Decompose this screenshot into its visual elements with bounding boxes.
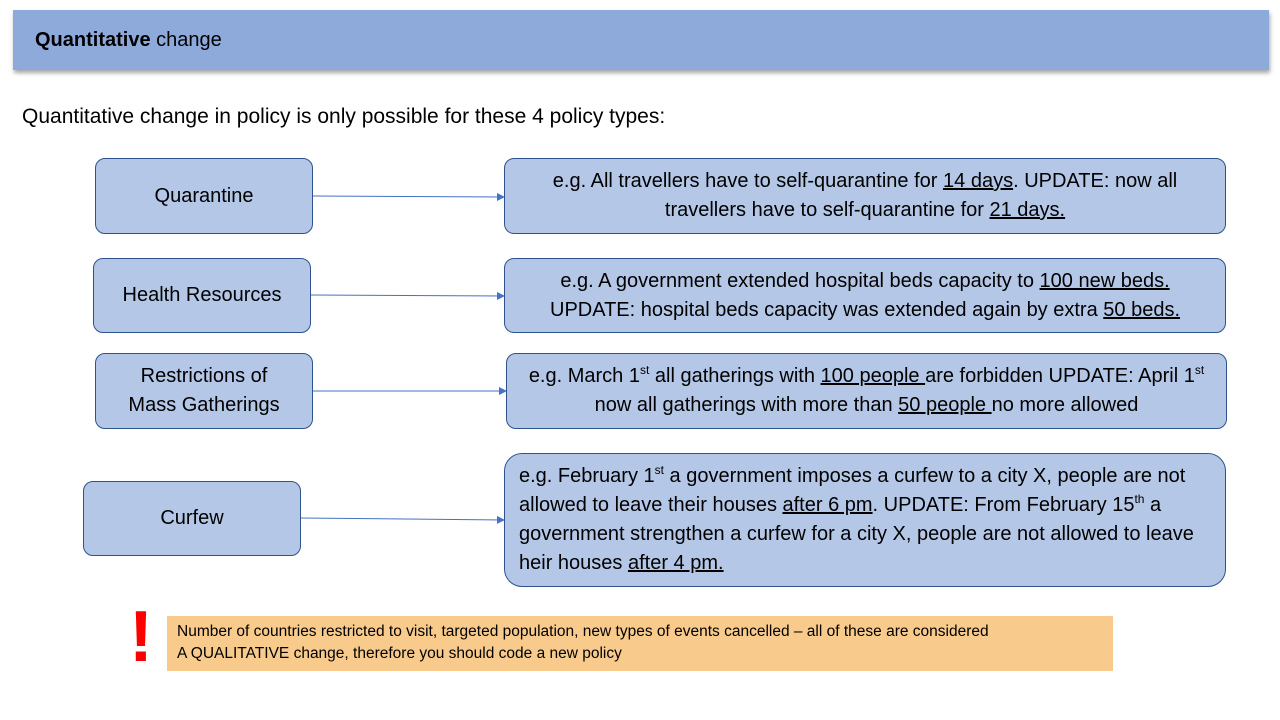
intro-text: Quantitative change in policy is only po… [22, 105, 666, 128]
underlined-value: 14 days [943, 170, 1014, 192]
arrow-curfew [300, 515, 505, 524]
underlined-value: 100 new beds. [1039, 269, 1170, 292]
example-text: e.g. February 1st a government imposes a… [519, 462, 1211, 578]
example-segment: a government strengthen a curfew for a c… [519, 494, 1194, 574]
policy-label-line: Restrictions of [140, 365, 268, 387]
note-line-2: A QUALITATIVE change, therefore you shou… [177, 645, 622, 662]
policy-label-line: Mass Gatherings [128, 394, 280, 416]
example-text: e.g. A government extended hospital beds… [515, 267, 1215, 325]
policy-label: Restrictions of Mass Gatherings [128, 362, 279, 420]
example-text: e.g. All travellers have to self-quarant… [515, 167, 1215, 225]
slide-title: Quantitative change [35, 28, 222, 52]
underlined-value: 100 people [820, 365, 926, 387]
exclamation-warning-icon: ! [129, 597, 153, 677]
example-segment: e.g. March 1 [528, 365, 640, 387]
policy-box-health-resources: Health Resources [93, 258, 311, 333]
example-segment: a government imposes a curfew to a city … [519, 465, 1186, 516]
example-box-quarantine: e.g. All travellers have to self-quarant… [504, 158, 1226, 234]
ordinal-suffix: th [1134, 492, 1145, 506]
example-segment: all gatherings with [649, 365, 821, 387]
example-segment: UPDATE: hospital beds capacity was exten… [550, 298, 1104, 321]
slide-title-bar: Quantitative change [13, 10, 1269, 70]
example-segment: . UPDATE: now all travellers have to sel… [664, 170, 1178, 221]
underlined-value: 50 beds. [1103, 298, 1180, 321]
arrow-quarantine [312, 192, 505, 201]
note-line-1: Number of countries restricted to visit,… [177, 623, 989, 640]
ordinal-suffix: st [1194, 363, 1205, 377]
policy-box-curfew: Curfew [83, 481, 301, 556]
example-text: e.g. March 1st all gatherings with 100 p… [517, 362, 1216, 420]
policy-label-line: Curfew [160, 507, 224, 529]
policy-box-mass-gatherings: Restrictions of Mass Gatherings [95, 353, 313, 429]
underlined-value: 21 days. [989, 199, 1066, 221]
policy-label: Health Resources [123, 281, 282, 310]
policy-label: Curfew [160, 504, 223, 533]
qualitative-change-note: Number of countries restricted to visit,… [167, 616, 1113, 671]
policy-label-line: Quarantine [154, 184, 254, 207]
underlined-value: after 6 pm [782, 494, 873, 516]
example-box-mass-gatherings: e.g. March 1st all gatherings with 100 p… [506, 353, 1227, 429]
slide-title-bold: Quantitative [35, 29, 151, 51]
example-segment: no more allowed [991, 394, 1139, 416]
underlined-value: after 4 pm. [627, 552, 724, 574]
example-segment: are forbidden UPDATE: April 1 [925, 365, 1195, 387]
example-box-curfew: e.g. February 1st a government imposes a… [504, 453, 1226, 587]
ordinal-suffix: st [654, 463, 664, 477]
example-segment: . UPDATE: From February 15 [872, 494, 1135, 516]
policy-label-line: Health Resources [122, 284, 282, 306]
example-segment: e.g. February 1 [519, 465, 655, 487]
example-segment: now all gatherings with more than [594, 394, 899, 416]
arrow-health-resources [310, 291, 505, 300]
underlined-value: 50 people [898, 394, 992, 416]
ordinal-suffix: st [639, 363, 650, 377]
slide-title-rest: change [150, 29, 222, 51]
example-segment: e.g. A government extended hospital beds… [560, 269, 1040, 292]
policy-label: Quarantine [155, 182, 254, 211]
example-segment: e.g. All travellers have to self-quarant… [552, 170, 944, 192]
example-box-health-resources: e.g. A government extended hospital beds… [504, 258, 1226, 333]
policy-box-quarantine: Quarantine [95, 158, 313, 234]
